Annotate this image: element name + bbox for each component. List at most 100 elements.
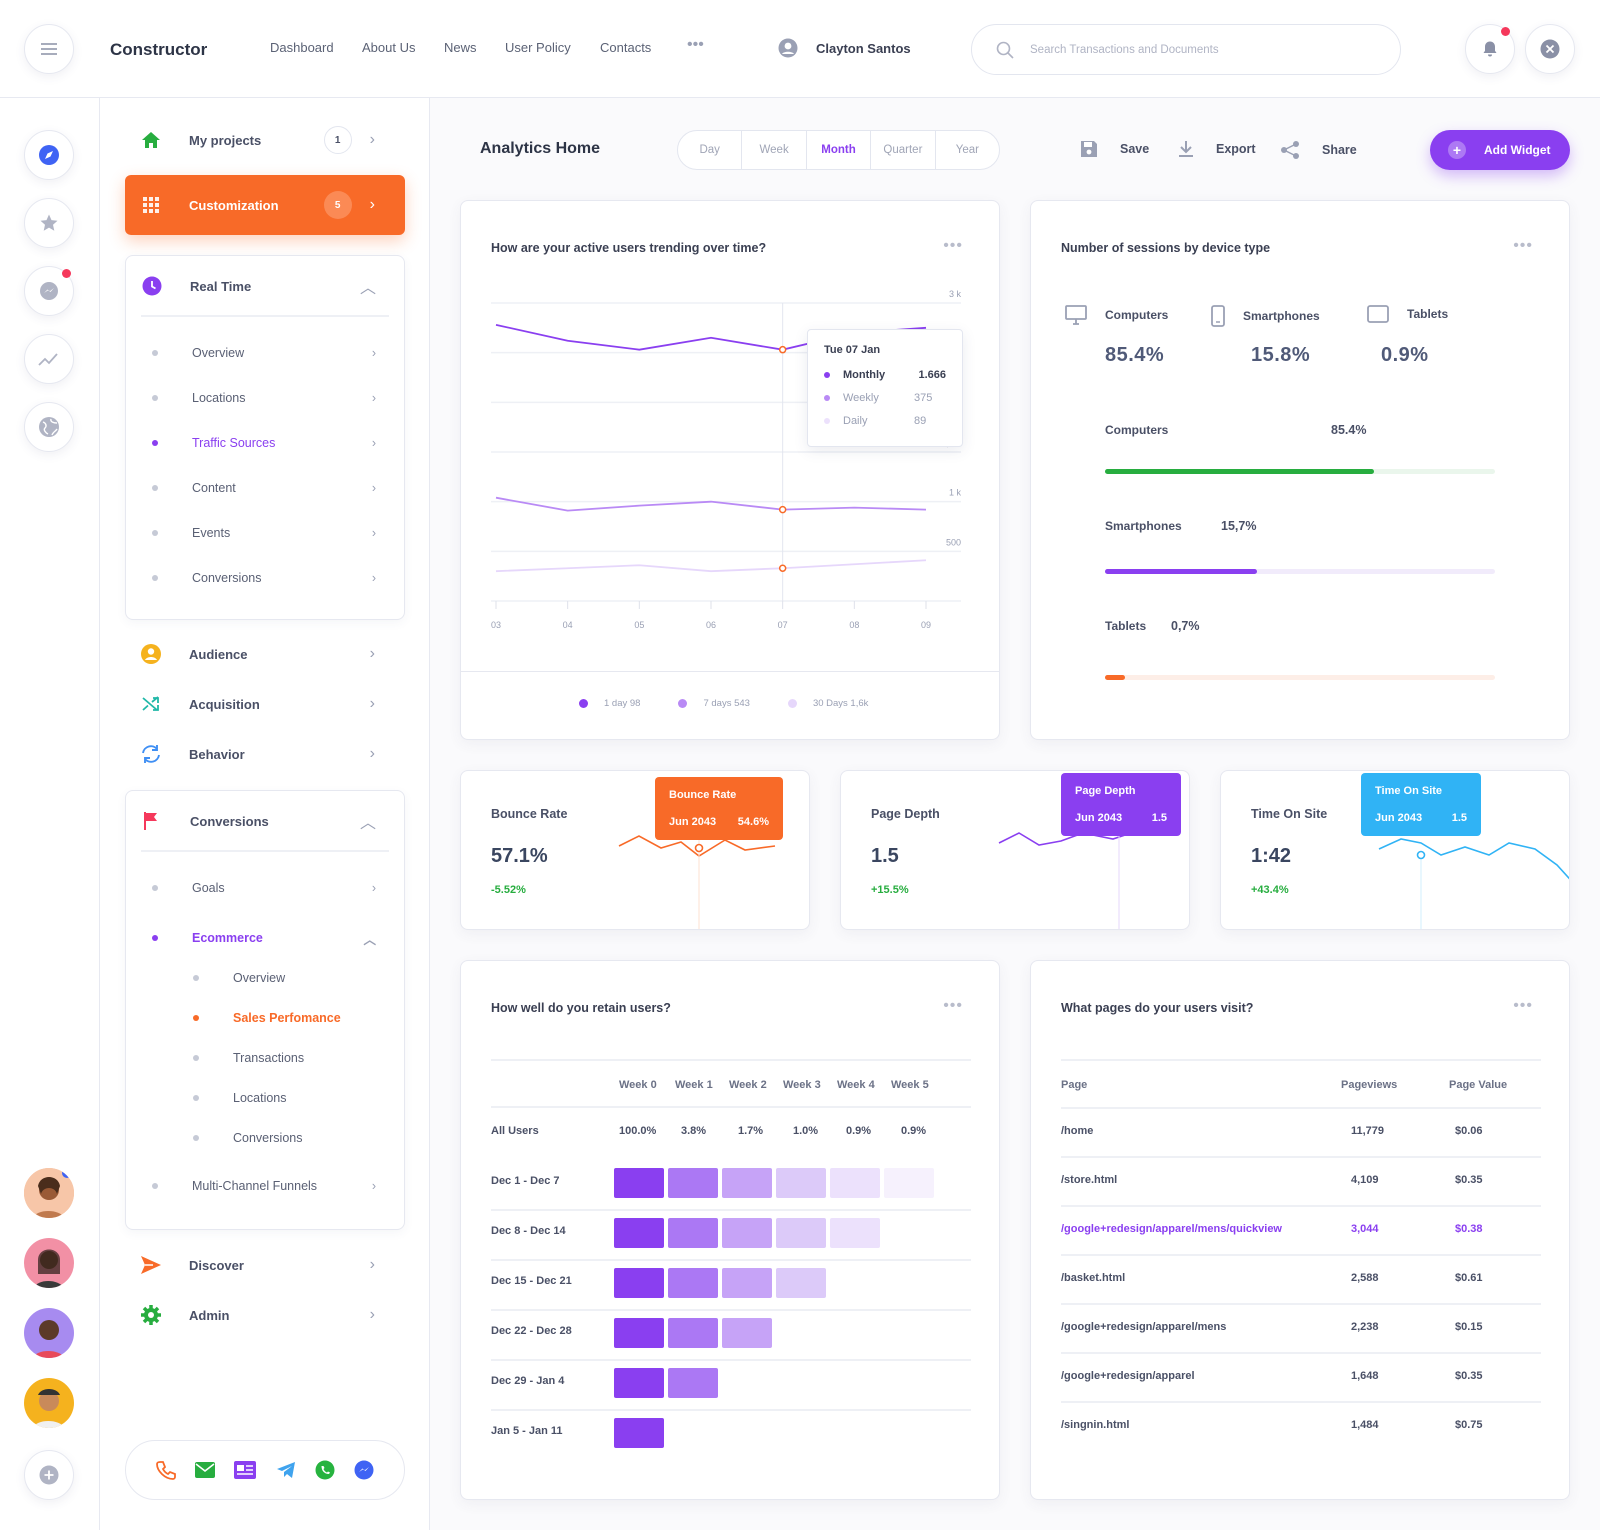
news-icon[interactable] [234,1461,257,1479]
retention-heat-cell[interactable] [776,1268,826,1298]
period-day[interactable]: Day [678,131,743,169]
period-week[interactable]: Week [742,131,807,169]
period-year[interactable]: Year [955,144,979,156]
page-path-link[interactable]: /basket.html [1061,1272,1126,1284]
mail-icon[interactable] [194,1462,215,1478]
page-path-link[interactable]: /home [1061,1125,1094,1137]
sidebar-item-locations[interactable]: Locations › [126,383,406,413]
nav-contacts[interactable]: Contacts [600,40,652,55]
sidebar-item-ecommerce[interactable]: Ecommerce ︿ [126,923,406,953]
page-path-link[interactable]: /store.html [1061,1174,1118,1186]
phone-icon[interactable] [155,1460,176,1480]
card-menu-icon[interactable]: ••• [943,237,963,254]
sidebar-item-admin[interactable]: Admin › [125,1295,405,1335]
close-button[interactable] [1525,24,1575,74]
legend-item[interactable]: 7 days 543 [678,698,750,709]
sidebar-item-real-time[interactable]: Real Time ︿ [126,266,406,306]
sidebar-item-customization[interactable]: Customization 5 › [125,175,405,235]
nav-user-policy[interactable]: User Policy [505,40,571,55]
avatar[interactable] [24,1168,74,1218]
sidebar-item-conversions-group[interactable]: Conversions ︿ [126,801,406,841]
sidebar-subitem-locations[interactable]: Locations [126,1083,406,1113]
retention-cell: 0.9% [901,1125,927,1137]
whatsapp-icon[interactable] [315,1460,335,1480]
sidebar-subitem-transactions[interactable]: Transactions [126,1043,406,1073]
sidebar-item-discover[interactable]: Discover › [125,1245,405,1285]
page-path-link[interactable]: /google+redesign/apparel [1061,1370,1195,1382]
retention-heat-cell[interactable] [614,1268,664,1298]
nav-about-us[interactable]: About Us [362,40,416,55]
retention-heat-cell[interactable] [722,1318,772,1348]
nav-news[interactable]: News [444,40,477,55]
sidebar-subitem-overview[interactable]: Overview [126,963,406,993]
rail-messenger-button[interactable] [24,266,74,316]
legend-item[interactable]: 1 day 98 [579,698,640,709]
sidebar-subitem-conversions[interactable]: Conversions [126,1123,406,1153]
retention-heat-cell[interactable] [722,1168,772,1198]
save-button[interactable]: Save [1080,140,1149,158]
card-menu-icon[interactable]: ••• [1513,997,1533,1014]
retention-heat-cell[interactable] [830,1218,880,1248]
retention-heat-cell[interactable] [668,1368,718,1398]
sidebar-subitem-sales-performance[interactable]: Sales Perfomance [126,1003,406,1033]
retention-heat-cell[interactable] [614,1218,664,1248]
avatar[interactable] [24,1308,74,1358]
rail-globe-button[interactable] [24,402,74,452]
retention-heat-cell[interactable] [614,1418,664,1448]
share-button[interactable]: Share [1280,140,1357,160]
sidebar-item-multi-channel-funnels[interactable]: Multi-Channel Funnels › [126,1171,406,1201]
messenger-icon[interactable] [354,1460,374,1480]
retention-heat-cell[interactable] [614,1168,664,1198]
user-menu[interactable]: Clayton Santos [778,38,911,58]
sidebar-item-overview[interactable]: Overview › [126,338,406,368]
page-path-link[interactable]: /google+redesign/apparel/mens [1061,1321,1227,1333]
retention-heat-cell[interactable] [776,1218,826,1248]
notifications-button[interactable] [1465,24,1515,74]
retention-heat-cell[interactable] [830,1168,880,1198]
page-path-link[interactable]: /singnin.html [1061,1419,1130,1431]
sidebar-item-audience[interactable]: Audience › [125,634,405,674]
retention-heat-cell[interactable] [668,1318,718,1348]
sidebar-item-behavior[interactable]: Behavior › [125,734,405,774]
retention-heat-cell[interactable] [668,1268,718,1298]
page-value-cell: $0.06 [1455,1125,1483,1137]
rail-favorites-button[interactable] [24,198,74,248]
retention-heat-cell[interactable] [614,1318,664,1348]
nav-dashboard[interactable]: Dashboard [270,40,334,55]
add-widget-button[interactable]: + Add Widget [1430,130,1570,170]
search-box[interactable] [971,24,1401,75]
avatar[interactable] [24,1238,74,1288]
sidebar-item-conversions[interactable]: Conversions › [126,563,406,593]
sidebar-item-my-projects[interactable]: My projects 1 › [125,120,405,160]
devices-title: Number of sessions by device type [1061,241,1271,255]
page-path-link[interactable]: /google+redesign/apparel/mens/quickview [1061,1223,1282,1235]
sidebar-item-acquisition[interactable]: Acquisition › [125,684,405,724]
retention-heat-cell[interactable] [668,1168,718,1198]
period-quarter[interactable]: Quarter [871,131,936,169]
telegram-icon[interactable] [276,1461,296,1479]
retention-heat-cell[interactable] [668,1218,718,1248]
rail-add-button[interactable] [24,1450,74,1500]
retention-heat-cell[interactable] [722,1218,772,1248]
nav-more-icon[interactable]: ••• [687,36,704,53]
retention-heat-cell[interactable] [884,1168,934,1198]
card-menu-icon[interactable]: ••• [1513,237,1533,254]
export-button[interactable]: Export [1178,140,1256,158]
retention-heat-cell[interactable] [722,1268,772,1298]
search-input[interactable] [1030,43,1370,56]
sidebar-item-traffic-sources[interactable]: Traffic Sources › [126,428,406,458]
rail-trends-button[interactable] [24,334,74,384]
rail-explore-button[interactable] [24,130,74,180]
projects-count-badge: 1 [323,126,352,154]
sidebar-item-content[interactable]: Content › [126,473,406,503]
retention-heat-cell[interactable] [614,1368,664,1398]
retention-heat-cell[interactable] [776,1168,826,1198]
card-menu-icon[interactable]: ••• [943,997,963,1014]
menu-button[interactable] [24,24,74,74]
sidebar-item-events[interactable]: Events › [126,518,406,548]
avatar[interactable] [24,1378,74,1428]
legend-item[interactable]: 30 Days 1,6k [787,698,868,709]
retention-cell: 100.0% [619,1125,657,1137]
period-month[interactable]: Month [807,131,872,169]
sidebar-item-goals[interactable]: Goals › [126,873,406,903]
